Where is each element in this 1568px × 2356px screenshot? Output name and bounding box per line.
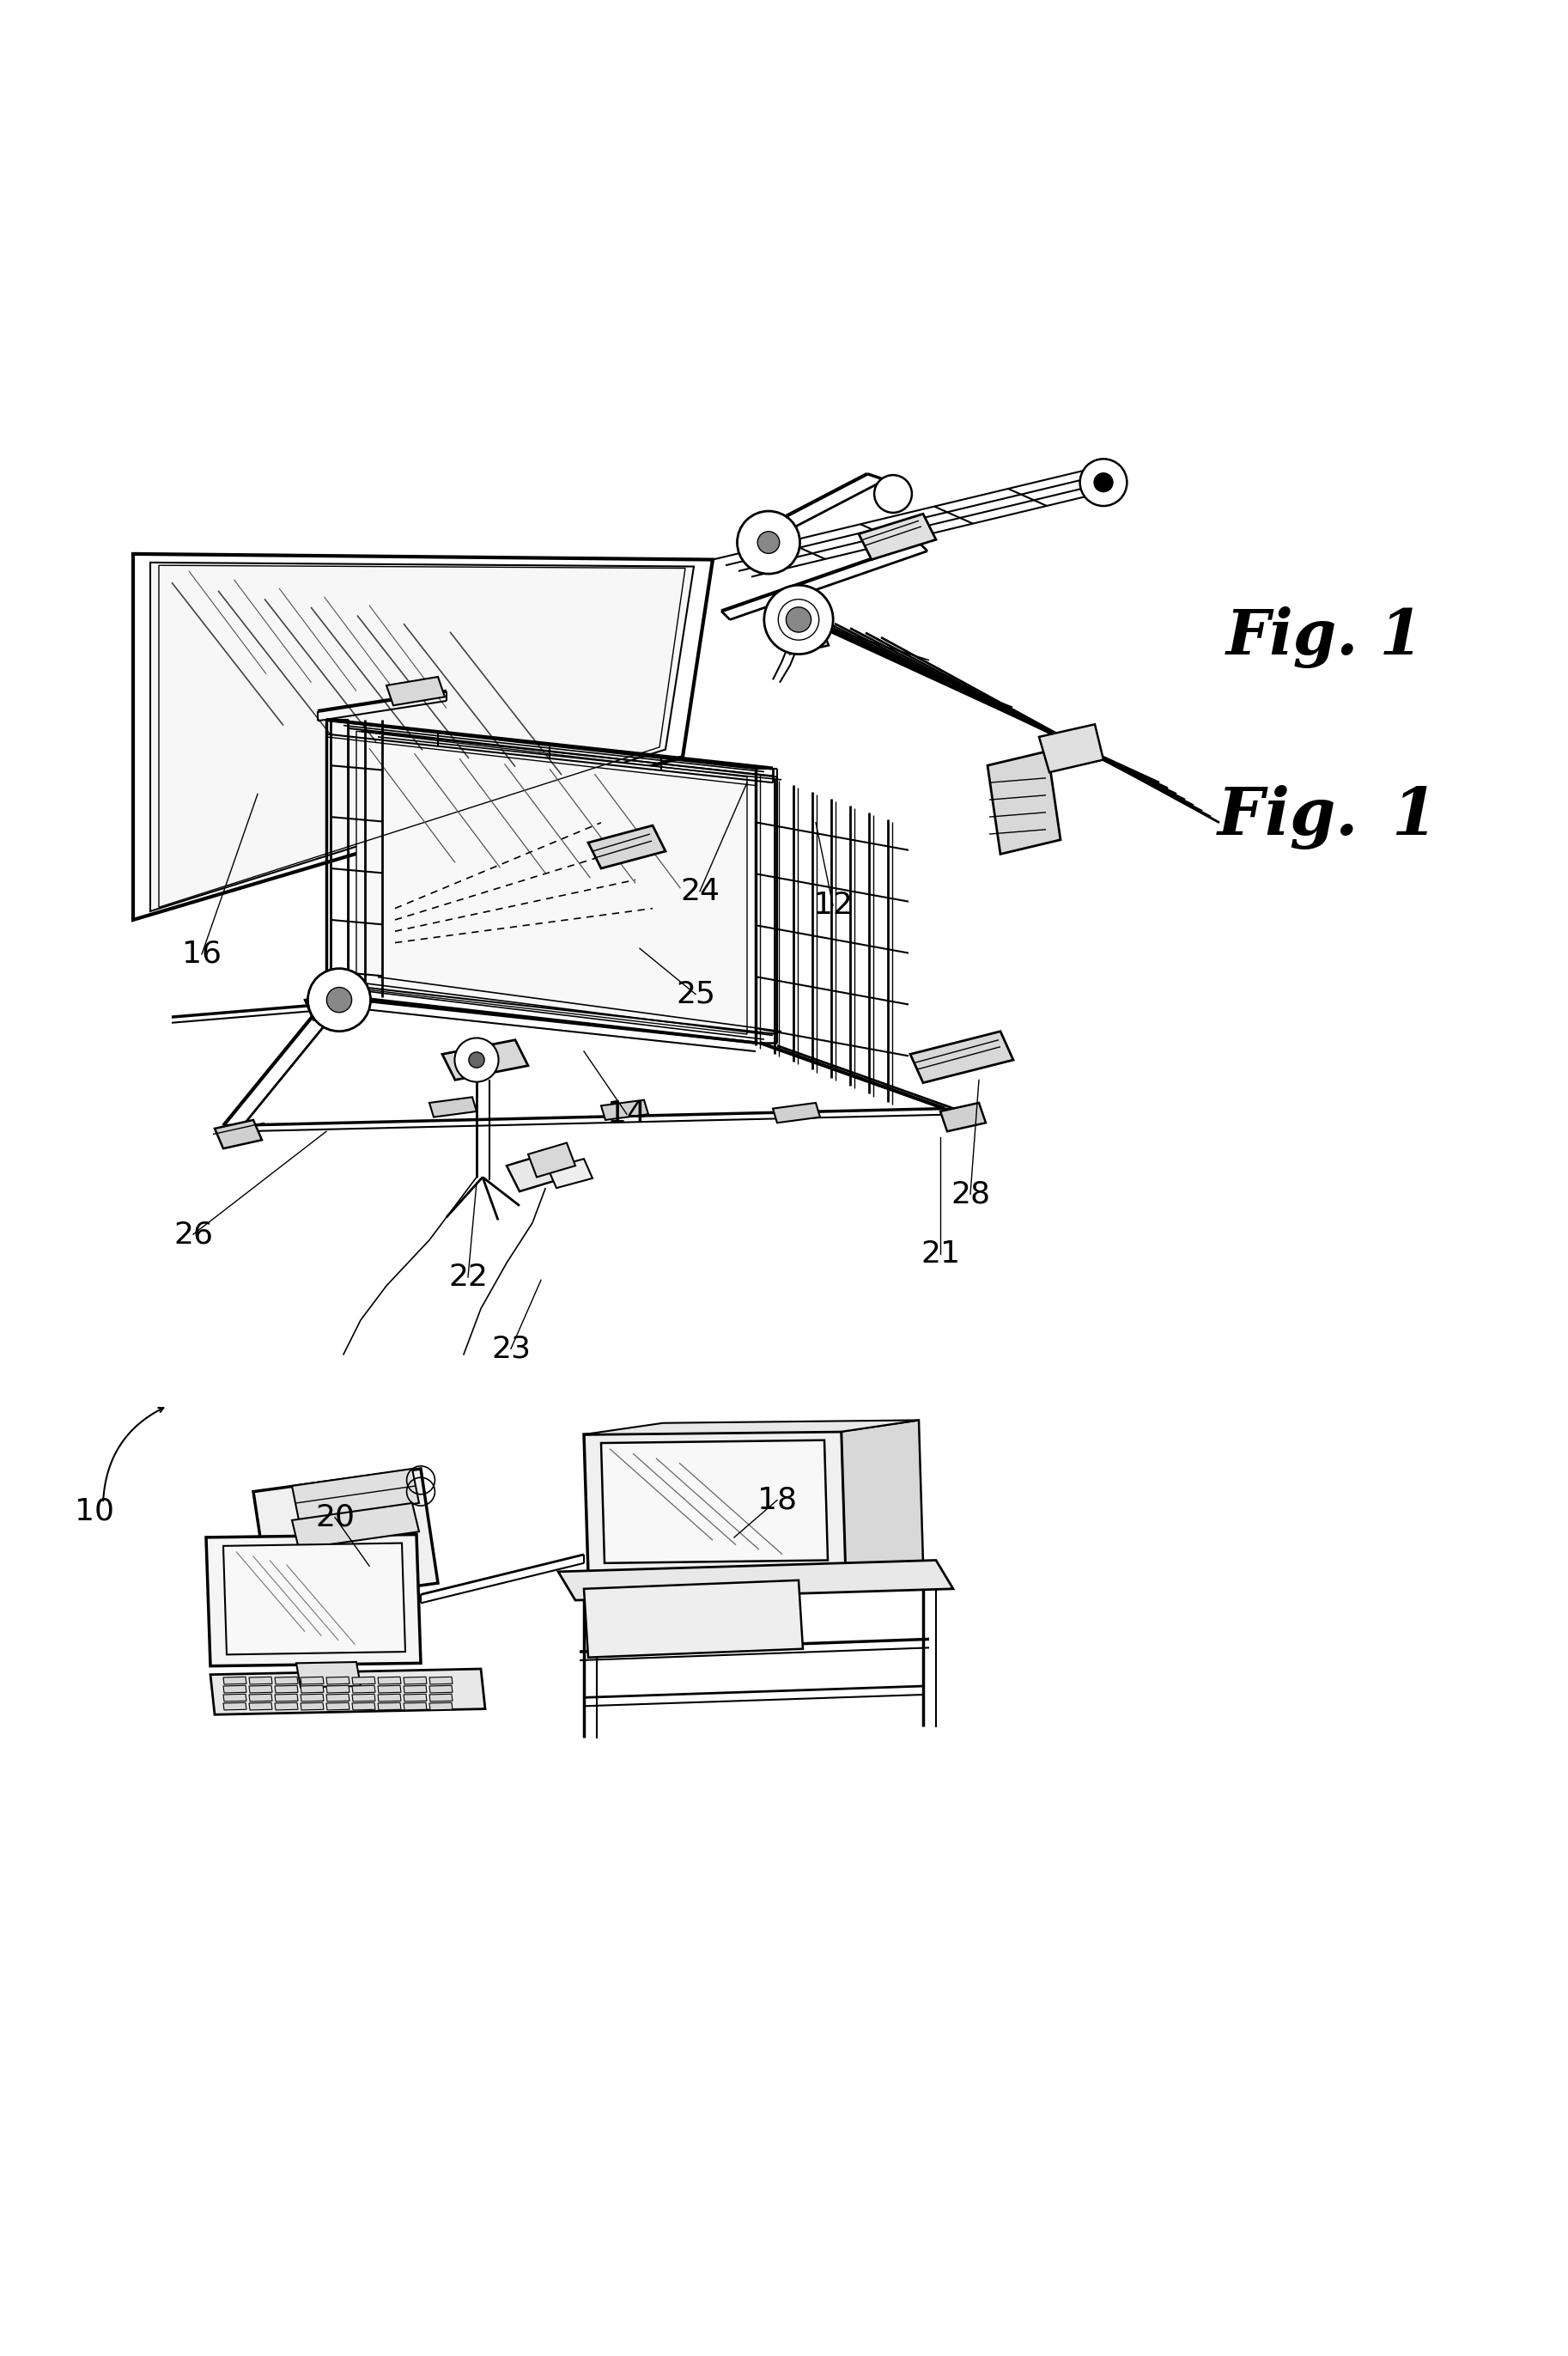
Polygon shape bbox=[378, 1677, 401, 1685]
Polygon shape bbox=[583, 1421, 919, 1435]
Text: 22: 22 bbox=[448, 1263, 488, 1291]
Circle shape bbox=[326, 987, 351, 1013]
Polygon shape bbox=[403, 1685, 426, 1694]
Circle shape bbox=[737, 511, 800, 575]
Text: $\mathregular{Fig.\ 1}$: $\mathregular{Fig.\ 1}$ bbox=[1217, 782, 1428, 851]
Text: 20: 20 bbox=[315, 1503, 354, 1531]
Polygon shape bbox=[601, 1100, 648, 1119]
Polygon shape bbox=[274, 1703, 298, 1710]
Polygon shape bbox=[386, 676, 445, 704]
Polygon shape bbox=[430, 1098, 477, 1117]
Polygon shape bbox=[583, 1432, 845, 1574]
Polygon shape bbox=[601, 1440, 828, 1562]
Text: 18: 18 bbox=[757, 1487, 797, 1515]
Polygon shape bbox=[842, 1421, 924, 1571]
Text: 10: 10 bbox=[75, 1496, 114, 1527]
Polygon shape bbox=[911, 1032, 1013, 1084]
Text: 14: 14 bbox=[607, 1100, 646, 1129]
Polygon shape bbox=[442, 1039, 528, 1079]
Polygon shape bbox=[988, 752, 1060, 855]
Polygon shape bbox=[378, 1694, 401, 1701]
Polygon shape bbox=[133, 554, 713, 919]
Polygon shape bbox=[859, 514, 936, 561]
Polygon shape bbox=[301, 1677, 323, 1685]
Polygon shape bbox=[274, 1677, 298, 1685]
Polygon shape bbox=[430, 1685, 453, 1694]
Polygon shape bbox=[547, 1159, 593, 1187]
Polygon shape bbox=[430, 1703, 453, 1710]
Polygon shape bbox=[583, 1581, 803, 1656]
Text: 28: 28 bbox=[950, 1180, 989, 1209]
Text: 16: 16 bbox=[182, 940, 221, 968]
Text: Fig. 1: Fig. 1 bbox=[1226, 605, 1424, 667]
Polygon shape bbox=[254, 1468, 437, 1607]
Text: 23: 23 bbox=[491, 1333, 530, 1364]
Polygon shape bbox=[249, 1694, 273, 1701]
Polygon shape bbox=[274, 1694, 298, 1701]
Polygon shape bbox=[558, 1560, 953, 1600]
Polygon shape bbox=[378, 1685, 401, 1694]
Polygon shape bbox=[292, 1503, 419, 1548]
Polygon shape bbox=[249, 1677, 273, 1685]
Polygon shape bbox=[528, 1143, 575, 1178]
Text: 21: 21 bbox=[920, 1239, 960, 1270]
Polygon shape bbox=[353, 1685, 375, 1694]
Text: 24: 24 bbox=[681, 876, 720, 905]
Polygon shape bbox=[430, 1677, 453, 1685]
Polygon shape bbox=[403, 1703, 426, 1710]
Circle shape bbox=[875, 476, 913, 514]
Polygon shape bbox=[941, 1103, 986, 1131]
Polygon shape bbox=[249, 1685, 273, 1694]
Circle shape bbox=[757, 532, 779, 554]
Polygon shape bbox=[274, 1685, 298, 1694]
Polygon shape bbox=[223, 1703, 246, 1710]
Polygon shape bbox=[353, 1694, 375, 1701]
Polygon shape bbox=[301, 1703, 323, 1710]
Circle shape bbox=[1080, 459, 1127, 507]
Polygon shape bbox=[326, 1677, 350, 1685]
Circle shape bbox=[307, 968, 370, 1032]
Polygon shape bbox=[378, 1703, 401, 1710]
Polygon shape bbox=[223, 1677, 246, 1685]
Polygon shape bbox=[292, 1468, 419, 1520]
Polygon shape bbox=[403, 1677, 426, 1685]
Polygon shape bbox=[151, 563, 693, 912]
Text: 25: 25 bbox=[676, 980, 715, 1008]
Polygon shape bbox=[223, 1694, 246, 1701]
Polygon shape bbox=[296, 1661, 361, 1687]
Polygon shape bbox=[304, 992, 353, 1020]
Circle shape bbox=[764, 584, 833, 655]
Circle shape bbox=[1094, 474, 1113, 492]
Polygon shape bbox=[403, 1694, 426, 1701]
Polygon shape bbox=[205, 1534, 420, 1666]
Polygon shape bbox=[326, 1694, 350, 1701]
Polygon shape bbox=[249, 1703, 273, 1710]
Polygon shape bbox=[301, 1685, 323, 1694]
Polygon shape bbox=[223, 1685, 246, 1694]
Polygon shape bbox=[353, 1703, 375, 1710]
Polygon shape bbox=[215, 1119, 262, 1150]
Polygon shape bbox=[773, 1103, 820, 1124]
Polygon shape bbox=[430, 1694, 453, 1701]
Polygon shape bbox=[326, 1685, 350, 1694]
Polygon shape bbox=[588, 825, 665, 869]
Circle shape bbox=[469, 1053, 485, 1067]
Polygon shape bbox=[210, 1668, 485, 1715]
Polygon shape bbox=[506, 1152, 566, 1192]
Polygon shape bbox=[223, 1543, 405, 1654]
Polygon shape bbox=[356, 730, 746, 1034]
Polygon shape bbox=[301, 1694, 323, 1701]
Polygon shape bbox=[326, 1703, 350, 1710]
Polygon shape bbox=[353, 1677, 375, 1685]
Circle shape bbox=[786, 608, 811, 631]
Polygon shape bbox=[1040, 723, 1104, 773]
Circle shape bbox=[455, 1039, 499, 1081]
Text: 12: 12 bbox=[814, 891, 853, 921]
Text: 26: 26 bbox=[174, 1220, 213, 1249]
Polygon shape bbox=[781, 622, 828, 655]
